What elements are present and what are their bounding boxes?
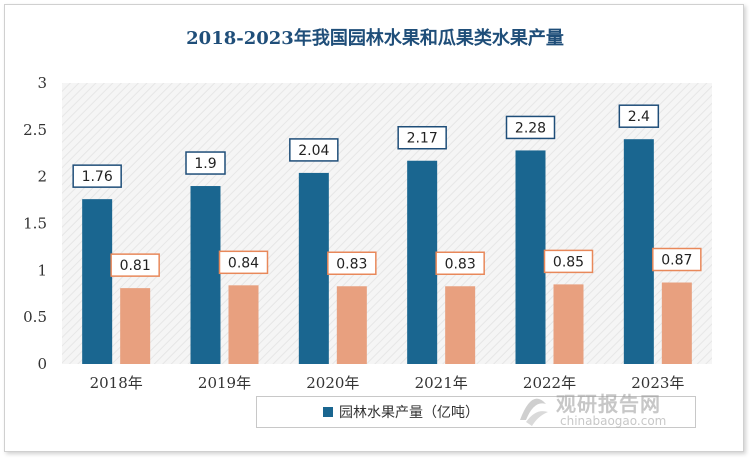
legend-swatch-series-1 xyxy=(323,407,333,417)
data-label-series-1-2: 2.04 xyxy=(298,143,329,159)
x-tick-label-2: 2020年 xyxy=(306,374,359,392)
data-label-box-series-1-1 xyxy=(185,151,226,175)
data-label-series-2-3: 0.83 xyxy=(445,256,476,272)
data-label-series-2-0: 0.81 xyxy=(120,258,151,274)
y-tick-label-2: 1 xyxy=(37,261,47,279)
bar-series-2-3 xyxy=(445,286,476,364)
data-label-series-1-5: 2.4 xyxy=(628,109,650,125)
data-label-box-series-1-4 xyxy=(505,115,556,140)
bar-series-1-1 xyxy=(190,186,221,364)
bar-series-2-5 xyxy=(661,282,692,364)
legend-label-series-1: 园林水果产量（亿吨） xyxy=(339,405,479,421)
data-label-series-1-1: 1.9 xyxy=(194,156,216,172)
data-label-box-series-1-2 xyxy=(289,138,339,162)
bar-series-2-2 xyxy=(336,286,367,364)
data-label-box-series-1-0 xyxy=(72,164,122,188)
data-label-box-series-2-1 xyxy=(218,250,269,275)
data-label-series-2-1: 0.84 xyxy=(228,255,259,271)
watermark-text-en: chinabaogao.com xyxy=(560,414,667,428)
data-label-box-series-2-2 xyxy=(327,251,377,276)
x-tick-label-4: 2022年 xyxy=(523,374,576,392)
data-label-box-series-1-5 xyxy=(618,104,660,128)
plot-area-background xyxy=(62,83,712,364)
bar-series-1-2 xyxy=(298,172,329,364)
y-tick-label-1: 0.5 xyxy=(23,308,47,326)
data-label-box-series-2-3 xyxy=(435,251,485,276)
watermark-text-cn: 观研报告网 xyxy=(556,392,661,416)
bar-series-2-0 xyxy=(120,288,151,364)
data-label-series-2-2: 0.83 xyxy=(336,256,367,272)
data-label-series-2-4: 0.85 xyxy=(553,254,584,270)
watermark-icon xyxy=(520,398,548,426)
bar-series-1-0 xyxy=(82,199,113,364)
bar-series-1-3 xyxy=(407,160,438,364)
y-tick-label-4: 2 xyxy=(37,168,47,186)
bar-series-1-4 xyxy=(515,150,546,364)
data-label-box-series-1-3 xyxy=(397,125,447,150)
y-tick-label-3: 1.5 xyxy=(23,215,47,233)
data-label-box-series-2-4 xyxy=(543,249,594,274)
bar-series-2-1 xyxy=(228,285,259,364)
data-label-series-1-0: 1.76 xyxy=(82,169,113,185)
bar-series-2-4 xyxy=(553,284,584,364)
data-label-series-1-4: 2.28 xyxy=(515,120,546,136)
legend: 园林水果产量（亿吨） xyxy=(256,396,696,428)
y-tick-label-6: 3 xyxy=(37,74,47,92)
data-label-series-2-5: 0.87 xyxy=(661,253,692,269)
data-label-box-series-2-5 xyxy=(652,247,702,272)
watermark-logo: 观研报告网 chinabaogao.com xyxy=(512,386,712,436)
x-tick-label-1: 2019年 xyxy=(198,374,251,392)
x-tick-label-0: 2018年 xyxy=(90,374,143,392)
x-tick-label-5: 2023年 xyxy=(631,374,684,392)
data-label-series-1-3: 2.17 xyxy=(407,131,438,147)
data-label-box-series-2-0 xyxy=(110,253,160,277)
chart-title: 2018-2023年我国园林水果和瓜果类水果产量 xyxy=(186,28,564,49)
bar-series-1-5 xyxy=(623,139,654,364)
y-tick-label-0: 0 xyxy=(37,355,47,373)
y-tick-label-5: 2.5 xyxy=(23,121,47,139)
x-tick-label-3: 2021年 xyxy=(415,374,468,392)
